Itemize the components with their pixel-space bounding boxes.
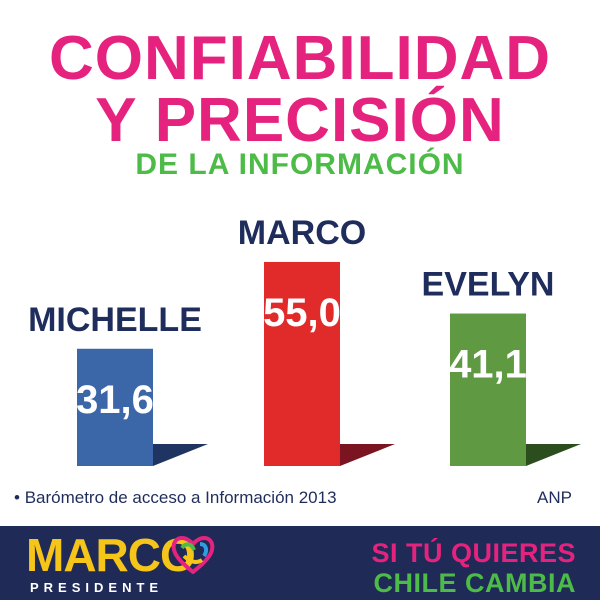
- bar: [450, 313, 526, 466]
- bar-category-label: EVELYN: [422, 266, 555, 304]
- bar-category-label: MARCO: [238, 214, 366, 252]
- slogan-line-1: SI TÚ QUIERES: [371, 538, 576, 568]
- title-line-1: CONFIABILIDAD: [48, 24, 552, 93]
- heart-logo-icon: [171, 536, 215, 574]
- logo-wordmark: MARCO: [26, 529, 196, 581]
- bullet-icon: •: [14, 488, 20, 507]
- subtitle: DE LA INFORMACIÓN: [135, 148, 465, 181]
- bar: [77, 348, 153, 466]
- source-text: Barómetro de acceso a Información 2013: [24, 488, 337, 507]
- bar-value-label: 41,1: [449, 343, 527, 387]
- logo-subtitle: PRESIDENTE: [30, 580, 164, 595]
- bar-value-label: 31,6: [76, 378, 154, 422]
- bar-shadow: [526, 444, 581, 466]
- bar: [264, 261, 340, 466]
- source-org: ANP: [537, 488, 572, 507]
- bar-category-label: MICHELLE: [28, 301, 202, 339]
- title-line-2: Y PRECISIÓN: [95, 86, 505, 155]
- footer-banner: MARCO PRESIDENTE SI TÚ QUIERES CHILE CAM…: [0, 526, 600, 600]
- bar-shadow: [153, 444, 208, 466]
- bar-shadow: [340, 444, 395, 466]
- bar-value-label: 55,0: [263, 291, 341, 335]
- slogan-line-2: CHILE CAMBIA: [373, 568, 576, 598]
- source-note: • Barómetro de acceso a Información 2013: [14, 488, 337, 508]
